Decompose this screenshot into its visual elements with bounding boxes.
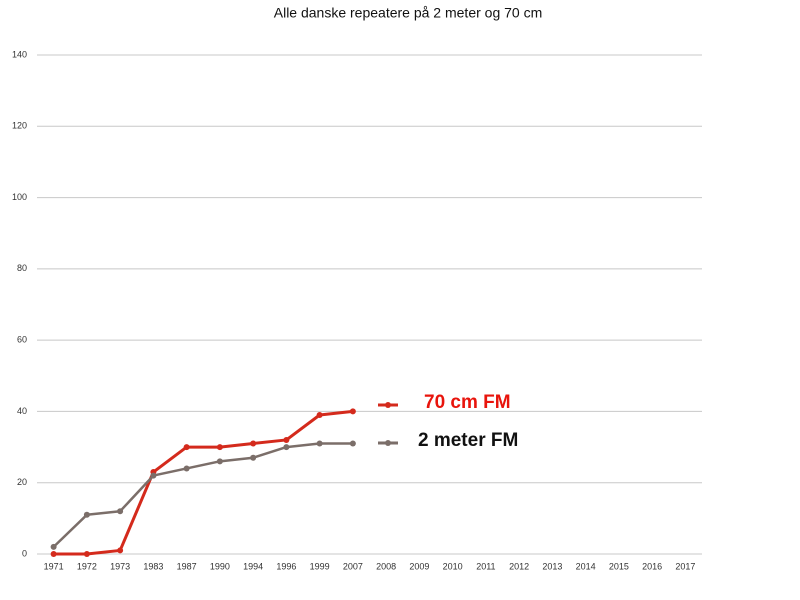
data-point: [117, 508, 124, 515]
y-tick-label: 80: [17, 263, 27, 273]
data-point: [183, 465, 190, 472]
y-tick-label: 40: [17, 406, 27, 416]
data-point: [283, 436, 290, 443]
data-point: [250, 440, 257, 447]
data-point: [183, 444, 190, 451]
x-tick-label: 1983: [143, 561, 163, 571]
x-tick-label: 2013: [542, 561, 562, 571]
x-tick-label: 2015: [609, 561, 629, 571]
data-point: [349, 408, 356, 415]
x-tick-label: 1973: [110, 561, 130, 571]
legend-marker: [385, 402, 391, 408]
x-tick-label: 2016: [642, 561, 662, 571]
legend-label: 70 cm FM: [424, 392, 511, 413]
x-tick-label: 1971: [44, 561, 64, 571]
x-tick-label: 2017: [675, 561, 695, 571]
x-tick-label: 1987: [177, 561, 197, 571]
y-tick-label: 20: [17, 477, 27, 487]
data-point: [117, 547, 124, 554]
y-tick-label: 60: [17, 335, 27, 345]
x-tick-label: 1990: [210, 561, 230, 571]
x-tick-label: 1972: [77, 561, 97, 571]
legend-marker: [385, 440, 391, 446]
y-tick-label: 0: [22, 548, 27, 558]
y-tick-label: 100: [12, 192, 27, 202]
x-tick-label: 1999: [310, 561, 330, 571]
data-point: [216, 444, 223, 451]
y-tick-label: 140: [12, 49, 27, 59]
data-point: [283, 444, 290, 451]
x-tick-label: 2010: [443, 561, 463, 571]
x-tick-label: 2007: [343, 561, 363, 571]
x-tick-label: 2014: [576, 561, 596, 571]
data-point: [83, 511, 90, 518]
data-point: [150, 472, 157, 479]
data-point: [250, 454, 257, 461]
data-point: [316, 411, 323, 418]
data-point: [316, 440, 323, 447]
x-tick-label: 2009: [409, 561, 429, 571]
data-point: [83, 551, 90, 557]
series-line: [52, 442, 353, 548]
legend-label: 2 meter FM: [418, 430, 518, 451]
x-tick-label: 2012: [509, 561, 529, 571]
x-tick-label: 1996: [276, 561, 296, 571]
y-tick-label: 120: [12, 121, 27, 131]
data-point: [349, 440, 356, 447]
data-point: [50, 543, 57, 550]
x-tick-label: 2011: [476, 561, 495, 571]
x-tick-label: 2008: [376, 561, 396, 571]
data-point: [50, 551, 57, 557]
series-line: [53, 409, 354, 556]
x-tick-label: 1994: [243, 561, 263, 571]
data-point: [216, 458, 223, 465]
chart-title: Alle danske repeatere på 2 meter og 70 c…: [274, 5, 543, 21]
